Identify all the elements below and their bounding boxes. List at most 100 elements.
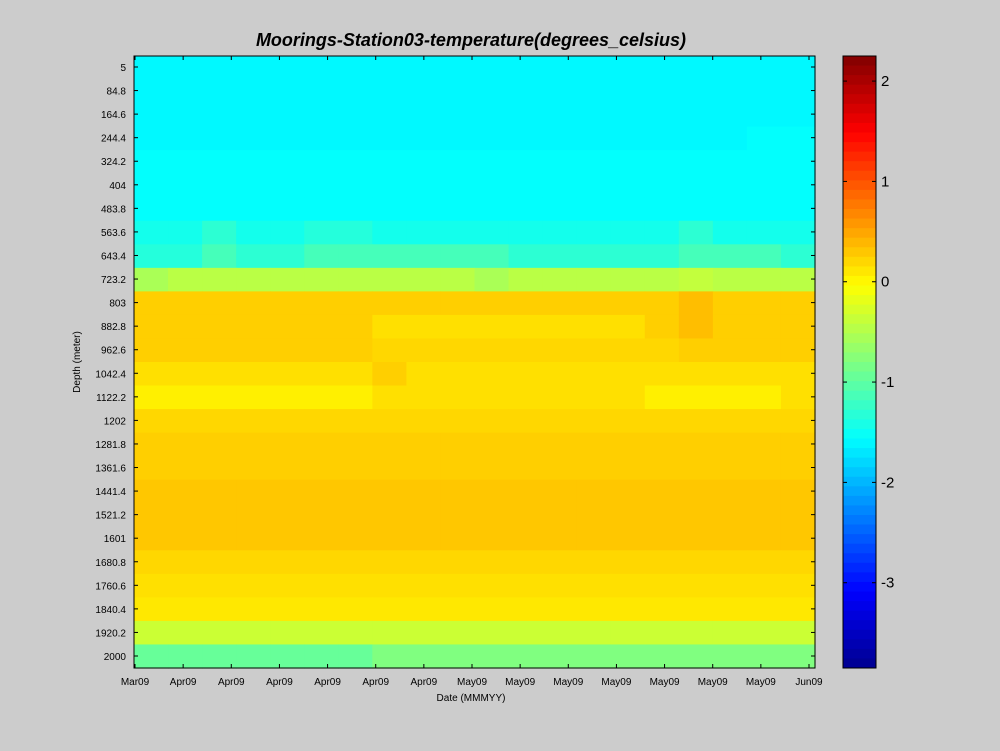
heatmap-cell [168, 173, 203, 198]
heatmap-cell [372, 197, 407, 222]
heatmap-cell [678, 503, 714, 528]
heatmap-cell [372, 291, 407, 316]
heatmap-cell [542, 620, 578, 646]
colorbar-band [843, 314, 876, 325]
heatmap-cell [542, 197, 578, 222]
heatmap-cell [678, 597, 714, 622]
heatmap-cell [644, 291, 680, 316]
heatmap-cell [712, 244, 748, 269]
heatmap-cell [610, 456, 646, 481]
heatmap-cell [270, 409, 305, 434]
colorbar-band [843, 400, 876, 411]
heatmap-cell [168, 291, 203, 316]
heatmap-cell [440, 620, 476, 646]
heatmap-cell [338, 79, 373, 104]
x-tick-label: Apr09 [411, 677, 438, 688]
heatmap-cell [270, 526, 305, 551]
heatmap-cell [610, 126, 646, 151]
y-axis-ticks: 5 84.8 164.6 244.4 324.2 404 483.8 563.6 643.4 72… [95, 63, 815, 663]
heatmap-cell [134, 150, 169, 175]
colorbar-band [843, 65, 876, 76]
heatmap-cell [236, 456, 271, 481]
y-tick-label: 1521.2 [95, 511, 126, 522]
heatmap-cell [712, 550, 748, 575]
heatmap-cell [712, 526, 748, 551]
heatmap-cell [576, 126, 612, 151]
heatmap-cell [644, 526, 680, 551]
heatmap-cell [678, 173, 714, 198]
colorbar-band [843, 629, 876, 640]
heatmap-cell [712, 56, 748, 81]
heatmap-cell [202, 197, 237, 222]
heatmap-cell [406, 56, 442, 81]
heatmap-cell [304, 56, 339, 81]
heatmap-cell [270, 126, 305, 151]
heatmap-cell [270, 550, 305, 575]
colorbar-band [843, 56, 876, 67]
colorbar-band [843, 285, 876, 296]
heatmap-cell [644, 409, 680, 434]
heatmap-cell [304, 197, 339, 222]
heatmap-cell [304, 291, 339, 316]
heatmap-cell [678, 620, 714, 646]
heatmap-cell [406, 362, 442, 387]
heatmap-cell [134, 103, 169, 128]
heatmap-cell [780, 244, 816, 269]
x-tick-label: Apr09 [170, 677, 197, 688]
heatmap-cell [678, 456, 714, 481]
colorbar-band [843, 371, 876, 382]
heatmap-cell [780, 126, 816, 151]
heatmap-cell [474, 385, 510, 410]
heatmap-cell [270, 479, 305, 504]
heatmap-cell [304, 338, 339, 363]
heatmap-cell [474, 362, 510, 387]
heatmap-cell [372, 456, 407, 481]
heatmap-cell [474, 220, 510, 245]
heatmap-cell [780, 291, 816, 316]
heatmap-cell [508, 79, 544, 104]
heatmap-cell [610, 244, 646, 269]
heatmap-cell [610, 362, 646, 387]
heatmap-cell [440, 291, 476, 316]
colorbar-band [843, 103, 876, 114]
heatmap-cell [372, 644, 407, 669]
heatmap-cell [780, 456, 816, 481]
colorbar-band [843, 486, 876, 497]
y-tick-label: 324.2 [101, 157, 126, 168]
x-tick-label: May09 [553, 677, 583, 688]
heatmap-cell [746, 244, 782, 269]
heatmap-cell [270, 573, 305, 598]
heatmap-cell [644, 479, 680, 504]
heatmap-cell [338, 385, 373, 410]
x-tick-label: May09 [601, 677, 631, 688]
heatmap-cell [338, 173, 373, 198]
heatmap-cell [202, 597, 237, 622]
heatmap-cell [610, 620, 646, 646]
heatmap-cell [270, 503, 305, 528]
plot-frame [133, 55, 816, 669]
x-tick-label: Apr09 [362, 677, 389, 688]
heatmap-cell [202, 573, 237, 598]
heatmap-cell [270, 79, 305, 104]
heatmap-cell [168, 550, 203, 575]
heatmap-cell [474, 550, 510, 575]
heatmap-cell [304, 79, 339, 104]
heatmap-cell [542, 220, 578, 245]
heatmap-cell [406, 550, 442, 575]
heatmap-cell [168, 503, 203, 528]
y-tick-label: 1680.8 [95, 558, 126, 569]
heatmap-cell [134, 409, 169, 434]
heatmap-cell [542, 597, 578, 622]
colorbar-band [843, 390, 876, 401]
heatmap-cell [576, 409, 612, 434]
heatmap-cell [508, 103, 544, 128]
y-tick-label: 1601 [104, 534, 127, 545]
heatmap-cell [678, 79, 714, 104]
heatmap-cell [610, 314, 646, 340]
x-tick-label: Apr09 [314, 677, 341, 688]
heatmap-cell [644, 573, 680, 598]
heatmap-cell [338, 220, 373, 245]
heatmap-cell [372, 409, 407, 434]
colorbar-tick-label: -1 [881, 374, 894, 391]
